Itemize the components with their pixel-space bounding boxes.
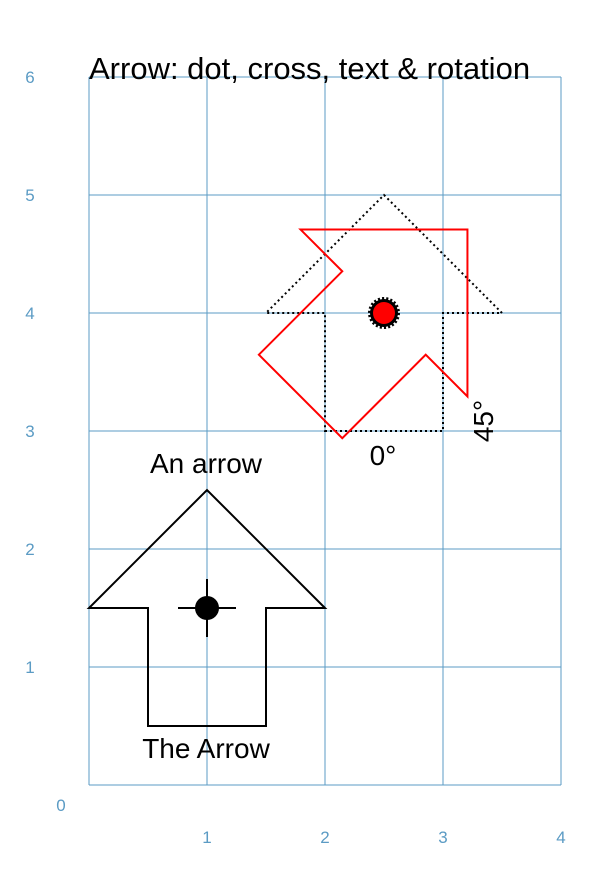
y-tick-label: 5 [25, 186, 34, 205]
rotated-arrow [257, 228, 469, 440]
x-tick-label: 3 [438, 828, 447, 847]
y-tick-label: 4 [25, 304, 34, 323]
y-tick-label: 3 [25, 422, 34, 441]
rotation-label-45: 45° [468, 400, 499, 442]
big-arrow-label-bottom: The Arrow [142, 733, 270, 764]
y-tick-label: 2 [25, 540, 34, 559]
figure-title: Arrow: dot, cross, text & rotation [89, 51, 530, 86]
rotation-label-0: 0° [370, 440, 397, 471]
axis-ticks: 0 1 2 3 4 1 2 3 4 5 6 [25, 68, 565, 847]
red-dot [373, 302, 395, 324]
y-tick-label: 1 [25, 658, 34, 677]
x-tick-label: 2 [320, 828, 329, 847]
shapes: 0° 45° An arrow The Arrow [86, 193, 505, 764]
x-tick-label: 1 [202, 828, 211, 847]
big-arrow [86, 488, 328, 727]
x-tick-label: 0 [56, 796, 65, 815]
x-tick-label: 4 [556, 828, 565, 847]
big-arrow-label-top: An arrow [150, 448, 263, 479]
y-tick-label: 6 [25, 68, 34, 87]
center-dot [195, 596, 219, 620]
